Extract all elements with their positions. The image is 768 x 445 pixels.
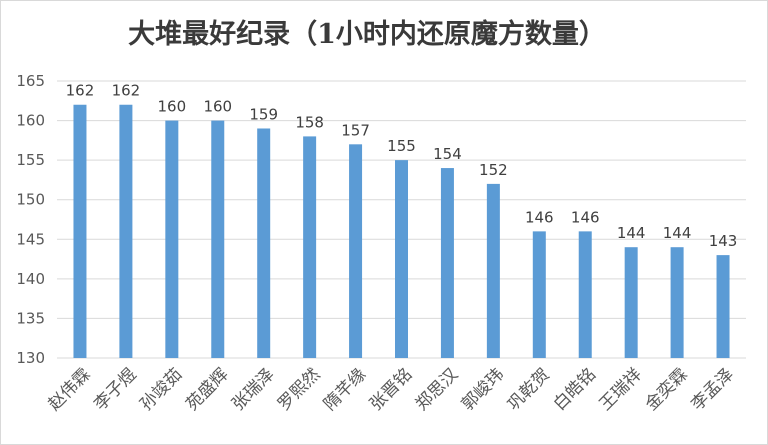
x-tick-label: 孙竣茹 <box>136 365 186 415</box>
bar <box>440 168 454 358</box>
data-label: 146 <box>571 208 600 226</box>
data-label: 162 <box>112 82 141 100</box>
data-label: 154 <box>433 145 462 163</box>
bar <box>349 144 363 358</box>
data-label: 152 <box>479 161 508 179</box>
bar <box>395 160 408 358</box>
x-tick-label: 罗熙然 <box>274 365 324 415</box>
bar <box>165 120 179 358</box>
data-label: 158 <box>295 113 324 131</box>
data-labels: 162 162 160 160 159 158 157 155 154 152 146 146 144 1… <box>66 82 738 250</box>
data-label: 162 <box>66 82 95 100</box>
y-tick-label: 145 <box>16 230 45 248</box>
x-tick-label: 苑盛辉 <box>182 365 232 415</box>
bar <box>211 120 225 358</box>
bar <box>716 255 730 358</box>
x-tick-label: 金奕霖 <box>642 365 692 415</box>
x-tick-label: 郑思汉 <box>412 365 462 415</box>
bar <box>532 231 546 358</box>
data-label: 143 <box>709 232 738 250</box>
data-label: 157 <box>341 121 370 139</box>
data-label: 160 <box>158 98 187 116</box>
x-tick-label: 李孟泽 <box>688 365 738 415</box>
y-tick-label: 155 <box>16 151 45 169</box>
chart-title: 大堆最好纪录（1小时内还原魔方数量） <box>128 18 606 50</box>
bars <box>73 104 730 358</box>
x-tick-label: 张瑞泽 <box>228 365 278 415</box>
x-tick-label: 王瑞祥 <box>596 365 646 415</box>
y-tick-label: 135 <box>16 309 45 327</box>
bar <box>670 247 684 358</box>
y-tick-label: 140 <box>16 270 45 288</box>
x-tick-label: 白皓铭 <box>550 365 600 415</box>
x-tick-label: 赵伟霖 <box>44 365 94 415</box>
data-label: 146 <box>525 208 554 226</box>
data-label: 160 <box>203 98 232 116</box>
bar <box>486 183 500 358</box>
y-tick-label: 130 <box>16 349 45 367</box>
data-label: 159 <box>249 105 278 123</box>
bar <box>578 231 592 358</box>
bar <box>303 136 317 358</box>
x-tick-label: 张晋铭 <box>366 365 416 415</box>
y-tick-label: 165 <box>16 72 45 90</box>
bar <box>73 104 87 358</box>
x-tick-label: 李子煜 <box>90 365 140 415</box>
bar <box>624 247 638 358</box>
y-axis-ticks: 130 135 140 145 150 155 160 165 <box>16 72 45 367</box>
x-tick-label: 隋芊缘 <box>320 365 370 415</box>
data-label: 144 <box>617 224 646 242</box>
y-tick-label: 150 <box>16 191 45 209</box>
data-label: 155 <box>387 137 416 155</box>
x-axis-ticks: 赵伟霖李子煜孙竣茹苑盛辉张瑞泽罗熙然隋芊缘张晋铭郑思汉郭峻玮巩乾贺白皓铭王瑞祥金… <box>44 365 737 415</box>
data-label: 144 <box>663 224 692 242</box>
bar <box>119 104 133 358</box>
bar <box>257 128 271 358</box>
x-tick-label: 巩乾贺 <box>504 365 554 415</box>
x-tick-label: 郭峻玮 <box>458 365 508 415</box>
y-tick-label: 160 <box>16 112 45 130</box>
